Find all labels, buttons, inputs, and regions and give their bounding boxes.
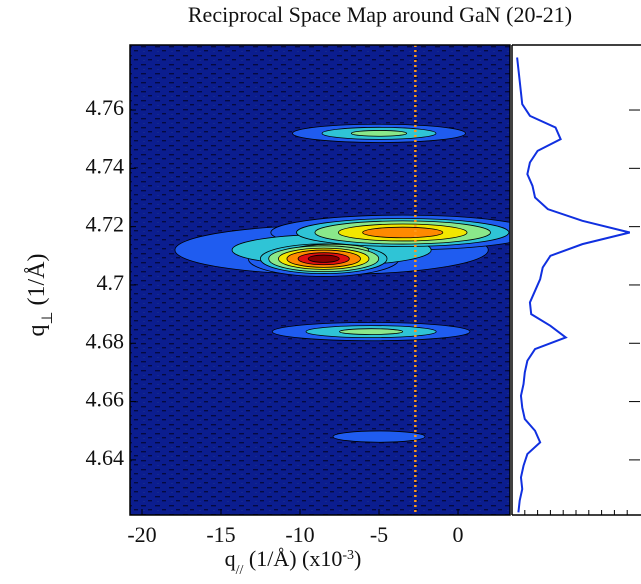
plot-frame <box>129 44 511 516</box>
map-noise <box>130 45 510 515</box>
chart-title: Reciprocal Space Map around GaN (20-21) <box>188 2 572 27</box>
x-tick-label: -15 <box>206 522 235 547</box>
x-label-text: (1/Å) (x10 <box>243 546 342 571</box>
x-label-base: q <box>225 546 236 571</box>
y-tick-label: 4.68 <box>86 328 125 353</box>
contour-region <box>362 226 444 239</box>
x-tick-label: 0 <box>453 522 464 547</box>
contour-region <box>332 430 426 443</box>
x-axis-label: q// (1/Å) (x10-3) <box>225 546 362 578</box>
profile-background <box>512 45 640 515</box>
x-tick-label: -5 <box>370 522 388 547</box>
profile-line <box>516 57 630 513</box>
y-tick-label: 4.7 <box>97 270 125 295</box>
y-tick-label: 4.74 <box>86 153 125 178</box>
contour-region <box>339 328 404 335</box>
y-label-text: (1/Å) <box>24 253 50 311</box>
y-tick-label: 4.76 <box>86 95 125 120</box>
x-tick-label: -10 <box>285 522 314 547</box>
axes: -20 -15 -10 -5 0 4.64 4.66 4.68 4.7 4.72 4.74 4.76 <box>86 44 641 547</box>
y-label-sub: ⊥ <box>40 311 56 324</box>
contour-region <box>350 130 408 137</box>
x-label-sub: // <box>236 563 244 578</box>
y-axis-label: q⊥ (1/Å) <box>24 253 56 336</box>
x-label-sup: -3 <box>342 548 354 563</box>
profile-area <box>512 45 640 515</box>
x-label-end: ) <box>354 546 361 571</box>
x-tick-label: -20 <box>127 522 156 547</box>
contour-region <box>307 254 340 263</box>
map-area <box>130 45 510 515</box>
y-tick-label: 4.72 <box>86 212 125 237</box>
y-tick-label: 4.66 <box>86 387 125 412</box>
y-tick-label: 4.64 <box>86 445 125 470</box>
y-label-base: q <box>24 325 50 337</box>
